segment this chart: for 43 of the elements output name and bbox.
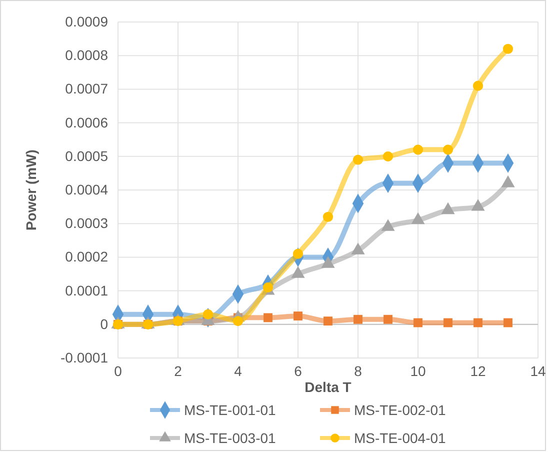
x-tick-label: 4 (234, 362, 242, 379)
y-tick-label: 0.0008 (65, 47, 108, 64)
point (442, 144, 454, 155)
y-tick-label: 0.0001 (65, 282, 108, 298)
y-tick-label: -0.0001 (60, 349, 108, 366)
point (322, 212, 334, 222)
x-tick-label: 0 (114, 362, 122, 379)
point (324, 316, 332, 326)
point (264, 313, 272, 322)
y-tick-label: 0.0002 (65, 248, 108, 265)
y-axis-title: Power (mW) (23, 150, 39, 230)
y-tick-label: 0.0006 (65, 114, 108, 130)
point (444, 318, 452, 328)
y-tick-label: 0.0004 (65, 181, 108, 198)
point (502, 44, 514, 54)
y-tick-label: 0.0005 (65, 148, 108, 164)
point (354, 314, 362, 324)
x-tick-label: 12 (470, 362, 486, 379)
x-tick-label: 10 (410, 362, 426, 379)
point (412, 144, 424, 155)
y-tick-label: 0.0009 (65, 13, 108, 30)
point (474, 318, 482, 328)
y-tick-label: 0 (100, 316, 108, 332)
y-tick-label: 0.0003 (65, 215, 108, 232)
point (294, 312, 302, 320)
point (232, 316, 244, 326)
point (504, 318, 512, 328)
point (472, 80, 484, 91)
x-axis-title: Delta T (304, 379, 352, 395)
legend-label: MS-TE-004-01 (354, 430, 446, 446)
legend-label: MS-TE-001-01 (184, 402, 276, 418)
point (382, 151, 394, 162)
point (414, 318, 422, 328)
x-tick-label: 8 (354, 362, 362, 379)
y-tick-label: 0.0007 (65, 80, 108, 97)
x-tick-label: 6 (294, 362, 302, 379)
x-tick-label: 2 (174, 362, 182, 379)
x-tick-label: 14 (530, 362, 546, 379)
legend-label: MS-TE-003-01 (184, 430, 276, 446)
point (384, 314, 392, 324)
point (262, 282, 274, 292)
point (352, 154, 364, 165)
legend-label: MS-TE-002-01 (354, 402, 446, 418)
